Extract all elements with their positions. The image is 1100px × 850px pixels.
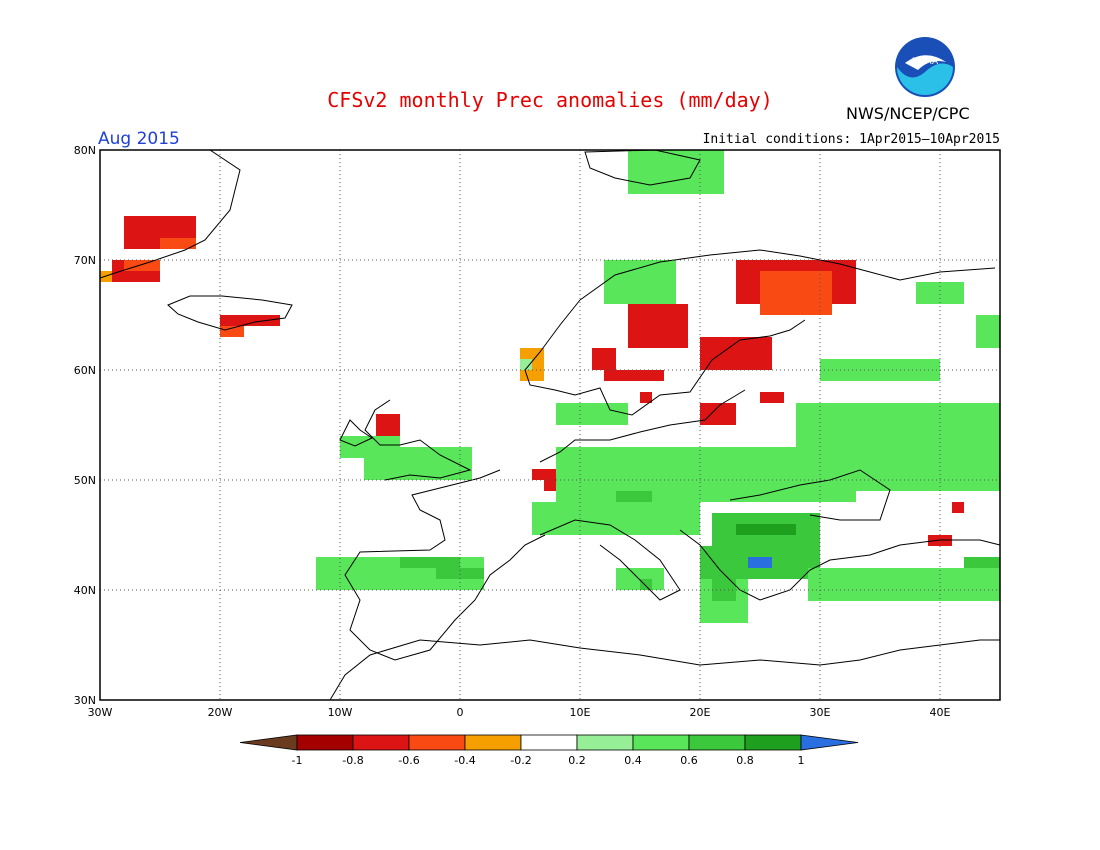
longitude-tick-label: 20E xyxy=(690,706,711,719)
anomaly-region xyxy=(964,557,1000,568)
longitude-labels: 30W 20W 10W 0 10E 20E 30E 40E xyxy=(88,706,951,719)
anomaly-region xyxy=(952,502,964,513)
anomaly-region xyxy=(556,403,628,425)
anomaly-cells xyxy=(100,150,1000,623)
agency-label: NWS/NCEP/CPC xyxy=(846,104,970,123)
colorbar-swatch xyxy=(688,734,746,751)
coastlines xyxy=(99,149,1001,701)
colorbar-swatch xyxy=(239,734,298,751)
anomaly-region xyxy=(976,315,1000,348)
colorbar-swatch xyxy=(576,734,634,751)
anomaly-region xyxy=(640,392,652,403)
latitude-tick-label: 60N xyxy=(74,364,96,377)
latitude-tick-label: 70N xyxy=(74,254,96,267)
latitude-tick-label: 30N xyxy=(74,694,96,707)
longitude-tick-label: 40E xyxy=(930,706,951,719)
colorbar-swatch xyxy=(464,734,522,751)
colorbar-tick-label: 0.8 xyxy=(736,754,754,767)
anomaly-region xyxy=(376,414,400,436)
anomaly-region xyxy=(748,557,772,568)
colorbar-swatch xyxy=(296,734,354,751)
anomaly-region xyxy=(604,370,664,381)
anomaly-region xyxy=(700,337,772,370)
map-frame xyxy=(99,149,1001,701)
longitude-tick-label: 0 xyxy=(457,706,464,719)
anomaly-region xyxy=(340,436,400,458)
anomaly-region xyxy=(628,150,724,194)
longitude-tick-label: 10E xyxy=(570,706,591,719)
colorbar-tick-label: -0.8 xyxy=(342,754,363,767)
latitude-labels: 30N 40N 50N 60N 70N 80N xyxy=(74,144,96,707)
colorbar-swatch xyxy=(800,734,859,751)
anomaly-region xyxy=(700,403,736,425)
latitude-tick-label: 80N xyxy=(74,144,96,157)
anomaly-region xyxy=(532,469,544,480)
anomaly-region xyxy=(436,568,484,579)
colorbar-tick-label: 0.6 xyxy=(680,754,698,767)
valid-month-label: Aug 2015 xyxy=(98,129,180,149)
colorbar-swatch xyxy=(632,734,690,751)
colorbar-swatch xyxy=(408,734,466,751)
longitude-tick-label: 10W xyxy=(328,706,353,719)
anomaly-region xyxy=(808,568,1000,601)
longitude-tick-label: 30W xyxy=(88,706,113,719)
colorbar-tick-label: 1 xyxy=(798,754,805,767)
colorbar-tick-label: -0.2 xyxy=(510,754,531,767)
anomaly-region xyxy=(628,304,688,348)
colorbar-tick-label: -0.6 xyxy=(398,754,419,767)
anomaly-region xyxy=(520,359,532,370)
map-title: CFSv2 monthly Prec anomalies (mm/day) xyxy=(327,88,773,112)
initial-conditions-label: Initial conditions: 1Apr2015–10Apr2015 xyxy=(702,132,1000,147)
anomaly-region xyxy=(832,458,1000,491)
colorbar-tick-label: 0.2 xyxy=(568,754,586,767)
anomaly-region xyxy=(220,326,244,337)
colorbar-labels: -1 -0.8 -0.6 -0.4 -0.2 0.2 0.4 0.6 0.8 1 xyxy=(292,754,805,767)
anomaly-region xyxy=(736,524,796,535)
longitude-tick-label: 20W xyxy=(208,706,233,719)
anomaly-region xyxy=(400,557,460,568)
logo-text: NOAA xyxy=(912,57,939,67)
anomaly-region xyxy=(604,260,676,304)
anomaly-region xyxy=(796,403,1000,458)
anomaly-region xyxy=(592,348,616,370)
anomaly-region xyxy=(640,579,652,590)
colorbar-swatch xyxy=(352,734,410,751)
colorbar-swatch xyxy=(744,734,802,751)
colorbar-swatch xyxy=(520,734,578,751)
colorbar-tick-label: 0.4 xyxy=(624,754,642,767)
anomaly-region xyxy=(160,238,196,249)
anomaly-region xyxy=(760,392,784,403)
colorbar-tick-label: -1 xyxy=(292,754,303,767)
noaa-logo: NOAA xyxy=(895,37,955,97)
anomaly-region xyxy=(532,502,700,535)
anomaly-region xyxy=(220,315,280,326)
latitude-tick-label: 40N xyxy=(74,584,96,597)
anomaly-region xyxy=(760,271,832,315)
anomaly-region xyxy=(124,260,160,271)
anomaly-region xyxy=(916,282,964,304)
longitude-tick-label: 30E xyxy=(810,706,831,719)
colorbar-tick-label: -0.4 xyxy=(454,754,475,767)
colorbar xyxy=(239,734,859,751)
latitude-tick-label: 50N xyxy=(74,474,96,487)
